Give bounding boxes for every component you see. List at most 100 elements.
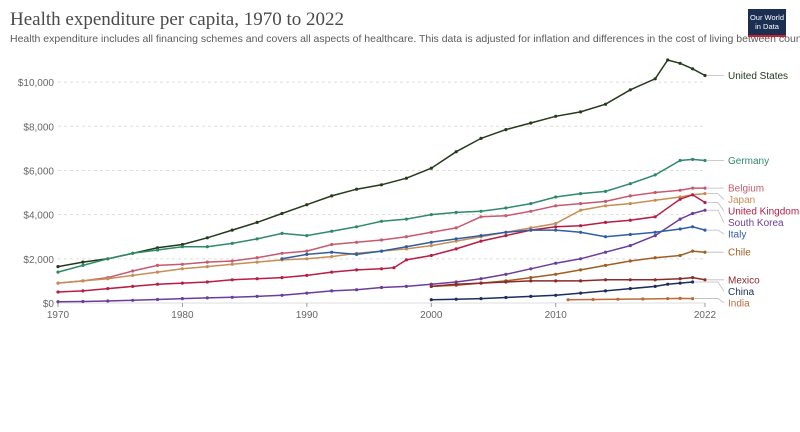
data-point[interactable]: [678, 61, 682, 65]
data-point[interactable]: [703, 73, 707, 78]
data-point[interactable]: [554, 204, 558, 208]
data-point[interactable]: [131, 273, 135, 277]
data-point[interactable]: [379, 249, 384, 253]
data-point[interactable]: [529, 209, 533, 213]
data-point[interactable]: [255, 220, 259, 224]
data-point[interactable]: [579, 291, 583, 295]
data-point[interactable]: [131, 284, 135, 288]
data-point[interactable]: [205, 280, 209, 284]
data-point[interactable]: [653, 190, 657, 195]
data-point[interactable]: [429, 213, 433, 217]
data-point[interactable]: [355, 225, 359, 229]
data-point[interactable]: [81, 289, 85, 293]
data-point[interactable]: [379, 183, 384, 187]
data-point[interactable]: [603, 204, 608, 208]
data-point[interactable]: [653, 173, 657, 177]
data-point[interactable]: [653, 278, 657, 282]
data-point[interactable]: [603, 278, 608, 282]
data-point[interactable]: [529, 279, 533, 283]
series-label[interactable]: United States: [728, 71, 788, 82]
data-point[interactable]: [628, 259, 632, 263]
data-point[interactable]: [479, 297, 483, 301]
data-point[interactable]: [330, 242, 334, 247]
data-point[interactable]: [691, 225, 695, 229]
data-point[interactable]: [703, 250, 707, 254]
data-point[interactable]: [703, 158, 707, 163]
data-point[interactable]: [404, 284, 408, 288]
data-point[interactable]: [479, 209, 483, 213]
data-point[interactable]: [155, 248, 160, 252]
data-point[interactable]: [230, 259, 234, 263]
data-point[interactable]: [330, 255, 334, 259]
data-point[interactable]: [81, 299, 85, 304]
data-point[interactable]: [230, 262, 234, 266]
data-point[interactable]: [180, 267, 184, 271]
data-point[interactable]: [666, 58, 670, 62]
data-point[interactable]: [155, 282, 160, 286]
data-point[interactable]: [379, 285, 384, 290]
data-point[interactable]: [691, 297, 695, 301]
data-point[interactable]: [106, 299, 110, 303]
data-point[interactable]: [479, 239, 483, 243]
data-point[interactable]: [479, 215, 483, 219]
data-point[interactable]: [678, 197, 682, 201]
data-point[interactable]: [691, 276, 695, 280]
data-point[interactable]: [616, 297, 620, 301]
data-point[interactable]: [81, 260, 85, 264]
data-point[interactable]: [255, 237, 259, 241]
data-point[interactable]: [180, 281, 184, 285]
series-line[interactable]: [57, 209, 706, 303]
data-point[interactable]: [653, 77, 657, 81]
data-point[interactable]: [230, 228, 234, 232]
data-point[interactable]: [591, 297, 595, 302]
data-point[interactable]: [330, 194, 334, 198]
data-point[interactable]: [554, 195, 558, 199]
data-point[interactable]: [81, 279, 85, 283]
data-point[interactable]: [205, 236, 209, 240]
data-point[interactable]: [703, 278, 707, 282]
data-point[interactable]: [305, 252, 309, 256]
data-point[interactable]: [106, 287, 110, 291]
data-point[interactable]: [404, 217, 408, 221]
data-point[interactable]: [205, 245, 209, 249]
data-point[interactable]: [653, 198, 657, 202]
data-point[interactable]: [180, 245, 184, 249]
data-point[interactable]: [330, 250, 334, 254]
data-point[interactable]: [429, 230, 433, 234]
data-point[interactable]: [653, 234, 657, 238]
data-point[interactable]: [56, 270, 60, 274]
data-point[interactable]: [81, 263, 85, 267]
series-line[interactable]: [57, 187, 705, 284]
data-point[interactable]: [280, 276, 284, 280]
data-point[interactable]: [579, 110, 583, 114]
series-label[interactable]: Belgium: [728, 184, 764, 195]
data-point[interactable]: [404, 235, 408, 239]
data-point[interactable]: [603, 289, 608, 293]
series-label[interactable]: Japan: [728, 195, 755, 206]
data-point[interactable]: [579, 208, 583, 212]
data-point[interactable]: [330, 270, 334, 274]
data-point[interactable]: [429, 298, 433, 302]
data-point[interactable]: [106, 277, 110, 281]
data-point[interactable]: [653, 230, 657, 234]
data-point[interactable]: [504, 272, 508, 276]
data-point[interactable]: [454, 150, 458, 154]
data-point[interactable]: [429, 253, 433, 258]
data-point[interactable]: [653, 284, 657, 288]
data-point[interactable]: [429, 244, 433, 248]
series-line[interactable]: [57, 158, 706, 273]
data-point[interactable]: [653, 215, 657, 219]
data-point[interactable]: [691, 211, 695, 216]
data-point[interactable]: [554, 293, 558, 297]
data-point[interactable]: [603, 189, 608, 193]
data-point[interactable]: [404, 247, 408, 251]
data-point[interactable]: [255, 256, 259, 260]
series-label[interactable]: South Korea: [728, 218, 784, 229]
data-point[interactable]: [429, 166, 433, 170]
data-point[interactable]: [703, 186, 707, 190]
data-point[interactable]: [255, 294, 259, 298]
data-point[interactable]: [504, 230, 508, 234]
data-point[interactable]: [579, 230, 583, 234]
data-point[interactable]: [155, 263, 160, 267]
data-point[interactable]: [703, 208, 707, 212]
